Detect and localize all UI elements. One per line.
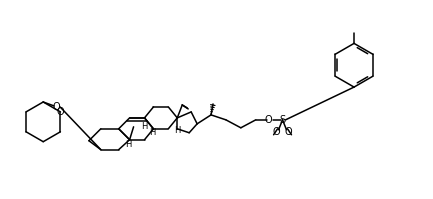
Text: O: O [273, 127, 281, 137]
Text: H: H [174, 126, 181, 135]
Text: H: H [149, 128, 155, 137]
Text: S: S [279, 115, 286, 125]
Text: O: O [57, 107, 64, 117]
Text: H: H [141, 122, 148, 131]
Text: H: H [126, 140, 132, 149]
Text: O: O [265, 115, 272, 125]
Text: O: O [284, 127, 292, 137]
Text: O: O [52, 102, 60, 112]
